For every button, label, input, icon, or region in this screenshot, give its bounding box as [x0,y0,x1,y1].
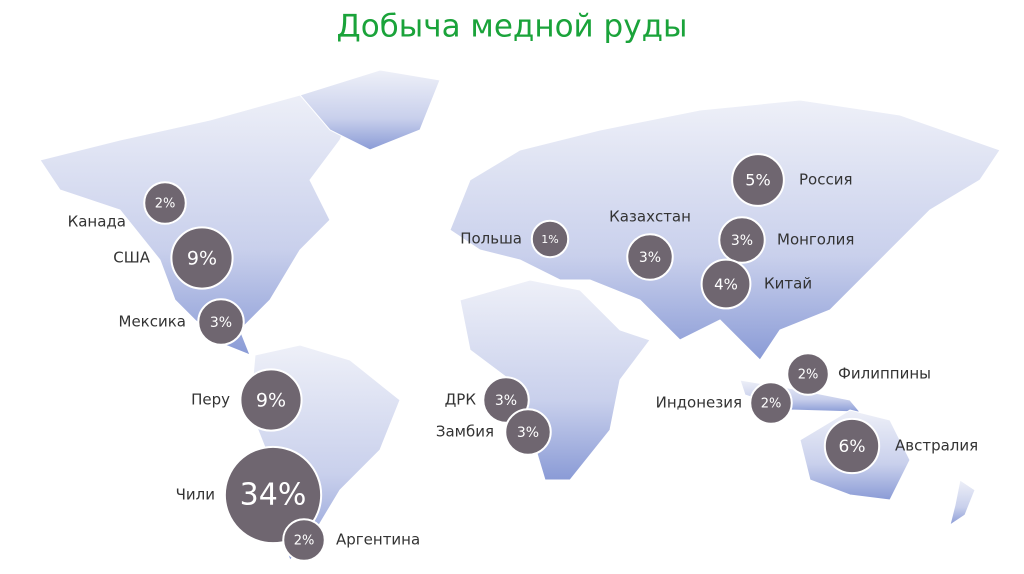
bubble-label: 2% [155,197,176,212]
bubble-label: 3% [495,393,517,409]
bubble-label: 2% [294,534,315,549]
bubble-label: 3% [639,250,661,266]
bubble [530,219,570,259]
country-name: Казахстан [609,208,691,226]
country-name: США [113,249,151,267]
country-name: Канада [68,213,126,231]
country-name: Замбия [436,423,494,441]
bubble-label: 4% [714,276,738,294]
bubbles: 2% Канада 9% США 3% Мексика 9% Перу 34% Чили 2% Арг… [68,153,978,562]
bubble-label: 5% [745,171,770,190]
bubble [282,518,326,562]
bubble-label: 9% [187,248,217,270]
bubble [504,408,552,456]
bubble-label: 2% [761,397,782,412]
bubble [626,233,674,281]
bubble [239,368,303,432]
country-name: Австралия [895,437,978,455]
bubble [170,226,234,290]
bubble [700,258,752,310]
bubble-label: 9% [256,390,286,412]
bubble [718,216,766,264]
bubble-label: 3% [210,315,232,331]
greenland [299,69,441,151]
country-name: Россия [799,171,853,189]
country-name: Мексика [119,313,186,331]
country-name: ДРК [445,391,477,409]
bubble-label: 34% [240,478,307,513]
country-name: Индонезия [656,394,742,412]
bubble-label: 1% [541,233,558,246]
country-name: Чили [176,486,215,504]
country-name: Филиппины [838,365,931,383]
country-name: Китай [764,275,812,293]
title: Добыча медной руды [336,9,687,45]
country-name: Аргентина [336,531,420,549]
bubble [731,153,785,207]
bubble [823,417,881,475]
bubble [197,298,245,346]
bubble [143,181,187,225]
bubble [223,445,323,545]
country-name: Перу [191,391,230,409]
bubble-label: 2% [798,368,819,383]
country-name: Польша [460,230,522,248]
bubble-label: 3% [731,233,753,249]
bubble-label: 6% [839,437,866,457]
africa [459,279,651,481]
bubble-label: 3% [517,425,539,441]
bubble [786,352,830,396]
bubble [749,381,793,425]
country-name: Монголия [777,231,854,249]
new-zealand [949,479,976,527]
